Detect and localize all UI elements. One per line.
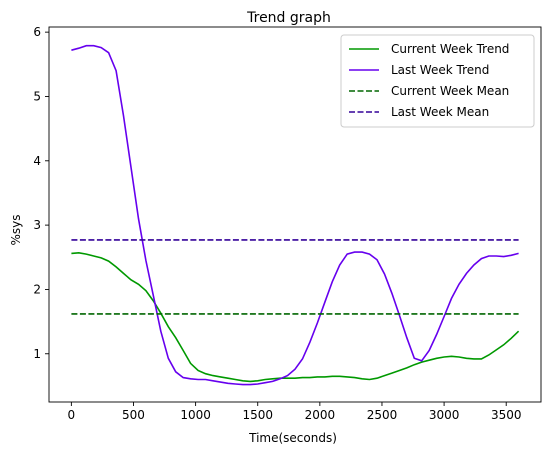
y-tick-label: 5	[33, 89, 41, 103]
x-tick-label: 2000	[305, 408, 336, 422]
y-tick-label: 1	[33, 347, 41, 361]
y-tick-label: 4	[33, 154, 41, 168]
x-tick-label: 3000	[429, 408, 460, 422]
x-tick-label: 0	[68, 408, 76, 422]
axes: 0 500 1000 1500 2000 2500 3000 3500 1 2 3 4 5 6	[33, 25, 542, 422]
x-tick-label: 1500	[242, 408, 273, 422]
plot-frame	[48, 26, 542, 403]
chart-title: Trend graph	[246, 10, 331, 26]
legend-label-0: Current Week Trend	[391, 42, 509, 56]
series-line-0	[71, 251, 520, 383]
y-tick-label: 6	[33, 25, 41, 39]
legend-label-2: Current Week Mean	[391, 84, 509, 98]
y-tick-label: 2	[33, 282, 41, 296]
y-tick-label: 3	[33, 218, 41, 232]
y-axis-label: %sys	[9, 214, 23, 245]
x-tick-label: 3500	[491, 408, 522, 422]
legend-label-1: Last Week Trend	[391, 63, 489, 77]
x-axis-label: Time(seconds)	[248, 431, 337, 445]
x-tick-label: 2500	[367, 408, 398, 422]
series-line-1	[71, 44, 519, 386]
x-tick-label: 1000	[180, 408, 211, 422]
plot-area	[71, 44, 520, 386]
legend: Current Week Trend Last Week Trend Current…	[340, 34, 535, 128]
legend-label-3: Last Week Mean	[391, 105, 489, 119]
x-tick-label: 500	[122, 408, 145, 422]
legend-box	[340, 34, 535, 128]
